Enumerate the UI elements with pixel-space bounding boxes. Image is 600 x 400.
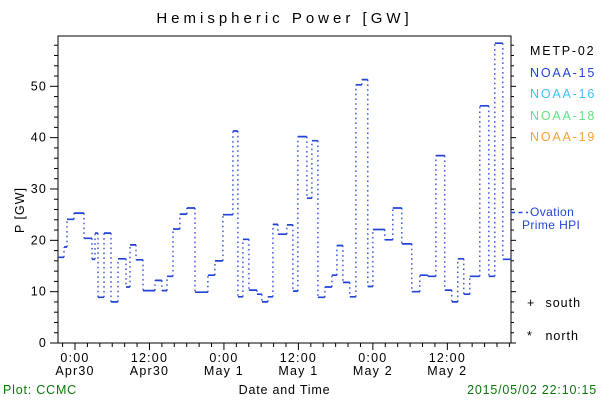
plot-frame [57, 35, 512, 344]
x-tick-time-label: 0:00 [209, 351, 238, 365]
x-tick-date-label: May 2 [427, 364, 467, 378]
legend-item-metp02: METP-02 [530, 44, 596, 58]
x-tick-date-label: Apr30 [55, 364, 94, 378]
x-tick-time-label: 12:00 [131, 351, 168, 365]
ovation-legend-line1: Ovation [511, 206, 600, 219]
x-axis-title: Date and Time [238, 383, 331, 397]
y-tick-label: 10 [31, 285, 47, 299]
x-tick-date-label: May 2 [353, 364, 393, 378]
y-tick-label: 20 [31, 233, 47, 247]
y-tick-label: 50 [31, 79, 47, 93]
ovation-line-sample [511, 212, 528, 214]
y-tick-label: 0 [39, 336, 47, 350]
hpi-curve-horizontal-steps [58, 42, 511, 303]
north-marker-legend: * north [527, 329, 581, 343]
page-title: Hemispheric Power [GW] [156, 10, 413, 27]
ovation-label-line2: Prime HPI [522, 218, 581, 232]
plus-marker-icon: + [527, 296, 536, 310]
x-tick-time-label: 0:00 [60, 351, 89, 365]
hpi-curve-vertical-connectors [63, 43, 504, 302]
x-tick-time-label: 0:00 [358, 351, 387, 365]
x-tick-date-label: May 1 [278, 364, 318, 378]
x-tick-date-label: Apr30 [130, 364, 169, 378]
north-label: north [545, 329, 579, 343]
asterisk-marker-icon: * [527, 329, 533, 343]
x-tick-time-label: 12:00 [280, 351, 317, 365]
y-tick-label: 40 [31, 131, 47, 145]
ovation-label-line1: Ovation [530, 205, 575, 219]
x-tick-time-label: 12:00 [429, 351, 466, 365]
legend-item-noaa15: NOAA-15 [530, 65, 597, 80]
plot-source-label: Plot: CCMC [3, 383, 77, 397]
south-label: south [545, 296, 582, 310]
south-marker-legend: + south [527, 296, 581, 310]
plot-timestamp: 2015/05/02 22:10:15 [467, 383, 597, 397]
legend-item-noaa19: NOAA-19 [530, 130, 597, 145]
legend-item-noaa18: NOAA-18 [530, 108, 597, 123]
ovation-prime-legend: Ovation Prime HPI [511, 206, 600, 232]
y-tick-label: 30 [31, 182, 47, 196]
y-axis-label: P [GW] [13, 186, 27, 234]
satellite-legend: METP-02 NOAA-15 NOAA-16 NOAA-18 NOAA-19 [530, 44, 596, 152]
x-tick-date-label: May 1 [204, 364, 244, 378]
legend-item-noaa16: NOAA-16 [530, 87, 597, 102]
hemisphere-marker-legend: + south * north [527, 296, 581, 343]
